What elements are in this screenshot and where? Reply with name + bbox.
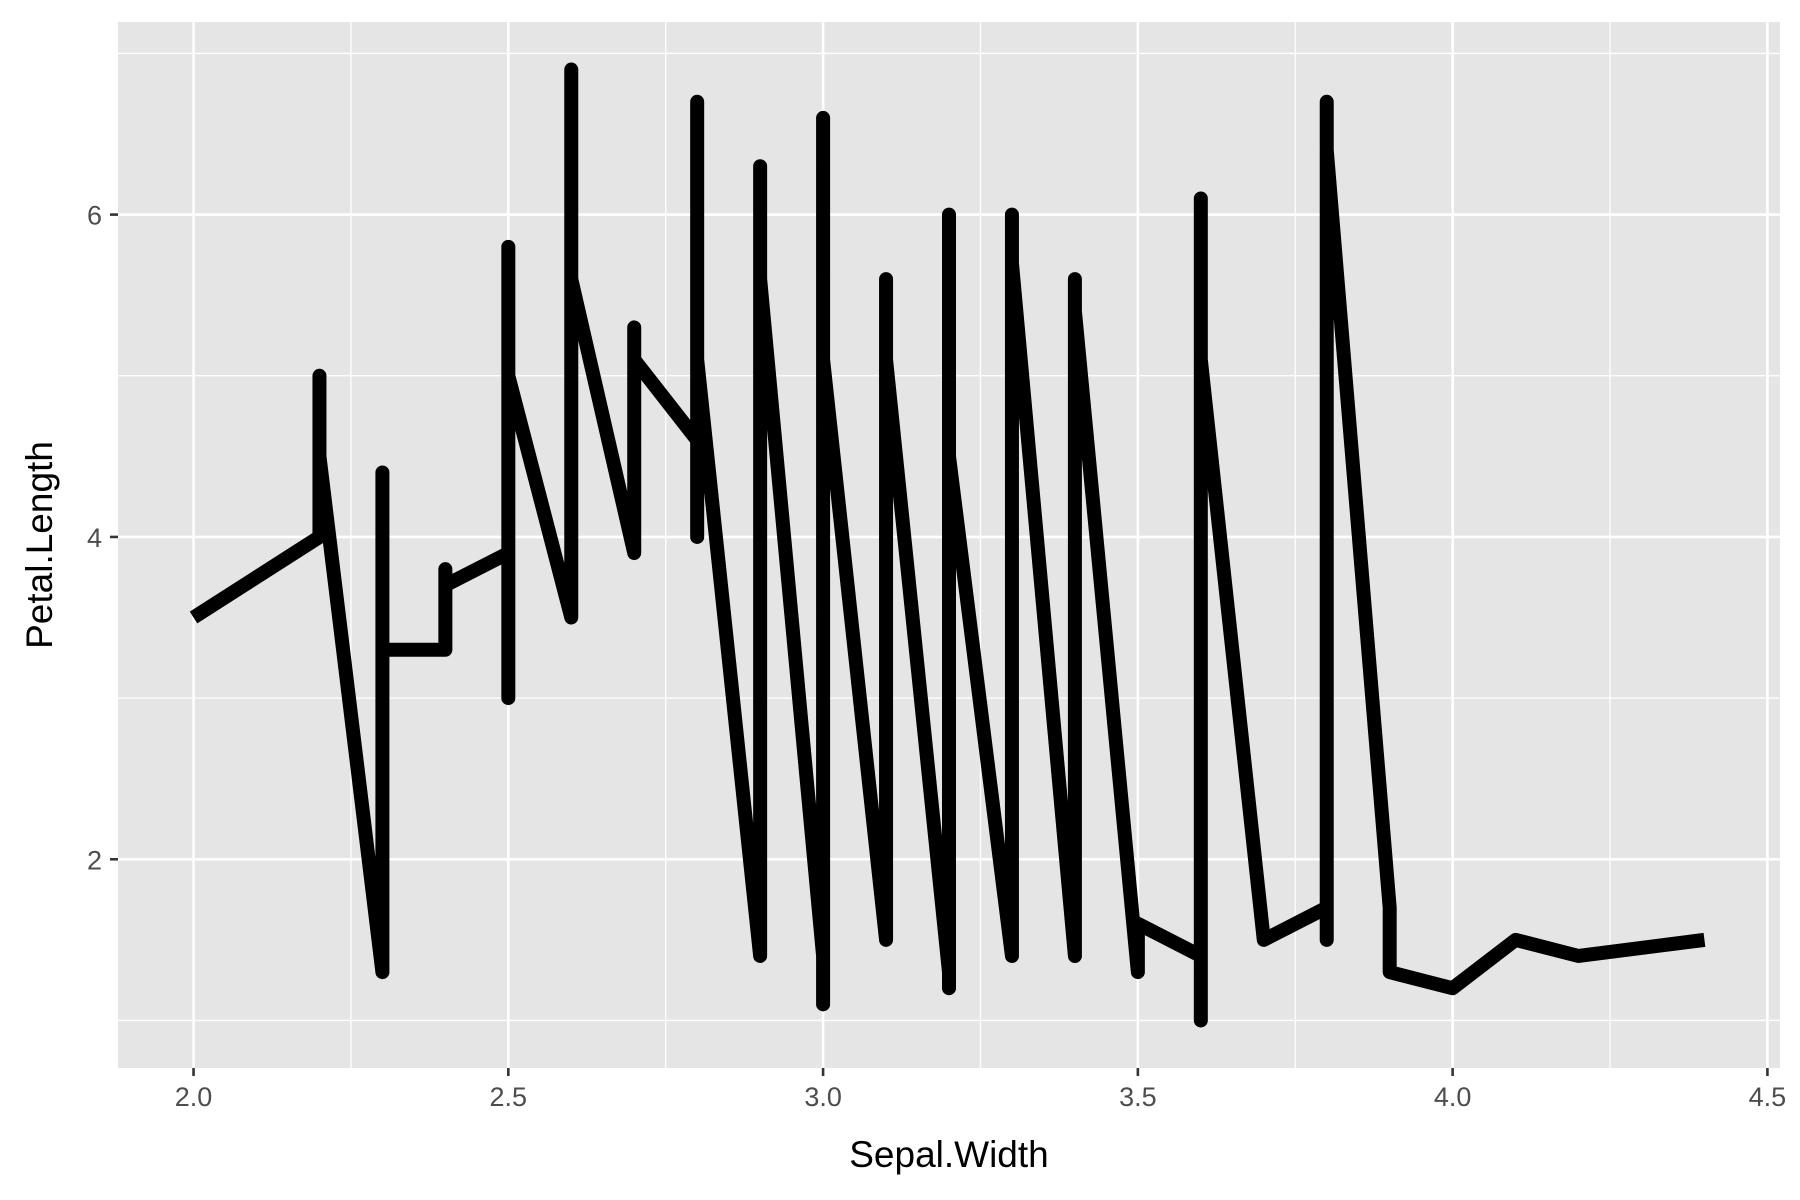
x-tick-label: 2.0 (175, 1082, 213, 1112)
x-tick-label: 3.0 (804, 1082, 842, 1112)
x-tick-label: 4.0 (1434, 1082, 1472, 1112)
x-tick-label: 4.5 (1749, 1082, 1787, 1112)
x-tick-label: 3.5 (1119, 1082, 1157, 1112)
y-axis: 2 4 6 (87, 201, 118, 875)
series-layer (189, 62, 1706, 1028)
minor-gridlines (118, 22, 1780, 1068)
x-axis: 2.0 2.5 3.0 3.5 4.0 4.5 (175, 1068, 1786, 1112)
x-tick-label: 2.5 (490, 1082, 528, 1112)
y-tick-label: 4 (87, 523, 102, 553)
y-tick-label: 6 (87, 201, 102, 231)
y-tick-label: 2 (87, 845, 102, 875)
y-axis-title: Petal.Length (19, 441, 60, 649)
x-axis-title: Sepal.Width (849, 1134, 1049, 1175)
series-line (189, 62, 1706, 1028)
